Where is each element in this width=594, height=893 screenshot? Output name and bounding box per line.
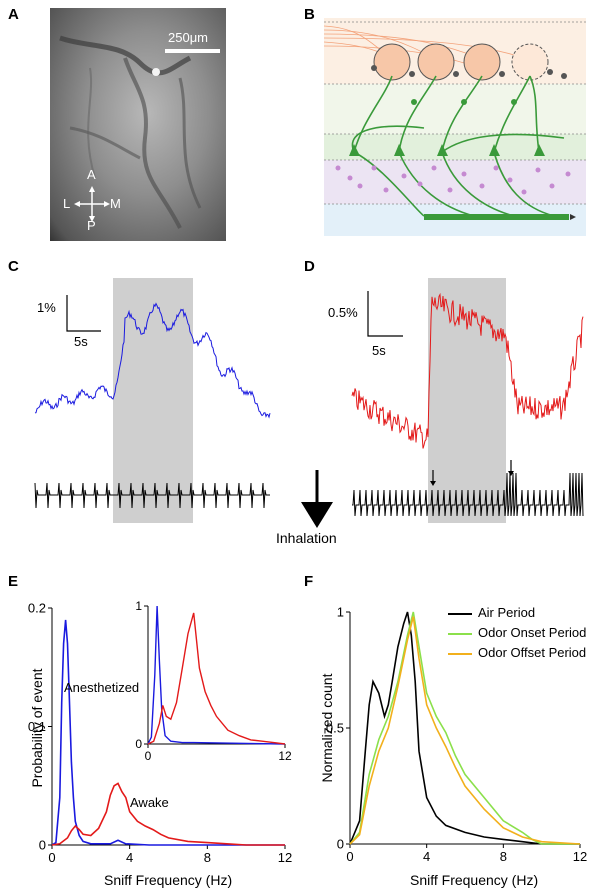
compass-lateral-label: L — [63, 196, 71, 211]
panel-label-d: D — [304, 258, 315, 275]
scale-bar-label: 250μm — [168, 30, 209, 45]
legend-swatch — [448, 653, 472, 655]
panel-c-scale-y: 1% — [37, 300, 56, 315]
lot-arrowhead — [570, 214, 576, 220]
panel-label-f: F — [304, 573, 314, 590]
panel-d-scale-x: 5s — [372, 343, 386, 358]
series-line-2 — [349, 611, 580, 845]
x-tick-label: 12 — [278, 749, 292, 763]
x-tick-label: 0 — [346, 849, 353, 864]
blood-vessels-overlay — [59, 35, 202, 229]
inhalation-arrow-icon — [301, 470, 333, 528]
panel-label-b: B — [304, 6, 315, 23]
legend-label: Air Period — [478, 605, 536, 620]
microscopy-image: 250μm A P L M — [50, 8, 226, 241]
panel-label-a: A — [8, 6, 19, 23]
external-plexiform-layer — [324, 84, 586, 134]
legend-label: Odor Offset Period — [478, 645, 587, 660]
compass-posterior-label: P — [87, 218, 96, 233]
panel-c-plot — [34, 278, 271, 523]
glomeruli — [373, 43, 549, 81]
panel-e-inset: 0 12 0 1 — [135, 599, 292, 763]
series-line-1 — [349, 611, 580, 845]
series-line-1 — [51, 619, 285, 846]
panel-f-ylabel: Normalized count — [319, 673, 335, 783]
fluorescence-trace — [34, 302, 271, 419]
series-line-3 — [349, 616, 581, 845]
y-tick-label: 0.5 — [326, 721, 344, 736]
panel-e-xlabel: Sniff Frequency (Hz) — [104, 872, 233, 888]
compass-medial-label: M — [110, 196, 121, 211]
y-tick-label: 0 — [135, 737, 142, 751]
x-tick-label: 12 — [278, 850, 292, 865]
periglomerular-terminals — [371, 65, 567, 79]
inhalation-label: Inhalation — [276, 530, 337, 546]
odor-period-shading — [113, 278, 193, 523]
onset-arrowhead — [430, 481, 436, 486]
panel-label-c: C — [8, 258, 19, 275]
panel-f-xlabel: Sniff Frequency (Hz) — [410, 872, 539, 888]
sniff-trace — [352, 472, 584, 517]
legend-swatch — [448, 633, 472, 635]
lateral-olfactory-tract — [424, 214, 569, 220]
legend-label: Odor Onset Period — [478, 625, 587, 640]
mitral-cell-dendrites — [351, 75, 565, 217]
mitral-cell-somata — [349, 99, 545, 156]
y-tick-label: 0 — [39, 838, 46, 853]
granule-cell-layer — [324, 160, 586, 204]
x-tick-label: 0 — [145, 749, 152, 763]
scale-bar-line — [165, 49, 220, 53]
scale-bar — [66, 295, 101, 332]
anesthetized-annotation: Anesthetized — [64, 680, 140, 695]
y-tick-label: 1 — [135, 599, 142, 613]
panel-label-e: E — [8, 573, 19, 590]
series-line-2 — [147, 612, 286, 745]
y-tick-label: 0.2 — [28, 601, 46, 616]
mitral-cell-layer — [324, 134, 586, 160]
panel-f-chart: 0 4 8 12 0 0.5 1 — [326, 605, 587, 864]
panel-d-scale-y: 0.5% — [328, 305, 358, 320]
panel-c-scale-x: 5s — [74, 334, 88, 349]
x-tick-label: 0 — [48, 850, 55, 865]
orientation-compass — [74, 186, 110, 222]
y-tick-label: 1 — [337, 605, 344, 620]
x-tick-label: 8 — [204, 850, 211, 865]
granule-cells — [335, 165, 571, 195]
series-line-2 — [51, 782, 285, 846]
odor-period-shading — [428, 278, 506, 523]
x-tick-label: 4 — [126, 850, 133, 865]
x-tick-label: 4 — [423, 849, 430, 864]
fluorescence-trace — [351, 292, 584, 449]
y-tick-label: 0.1 — [28, 719, 46, 734]
y-tick-label: 0 — [337, 837, 344, 852]
panel-e-chart: 0 4 8 12 0 0.1 0.2 0 12 0 1 — [28, 599, 292, 865]
panel-e-ylabel: Probability of event — [29, 668, 45, 788]
x-tick-label: 12 — [573, 849, 587, 864]
offset-arrowhead — [508, 471, 514, 476]
compass-anterior-label: A — [87, 167, 96, 182]
sniff-trace — [34, 482, 270, 509]
x-tick-label: 8 — [500, 849, 507, 864]
panel-d-plot — [351, 278, 584, 523]
awake-annotation: Awake — [130, 795, 169, 810]
legend-swatch — [448, 613, 472, 615]
scale-bar — [367, 291, 403, 337]
circuit-diagram — [324, 18, 586, 236]
series-line-1 — [147, 605, 286, 745]
